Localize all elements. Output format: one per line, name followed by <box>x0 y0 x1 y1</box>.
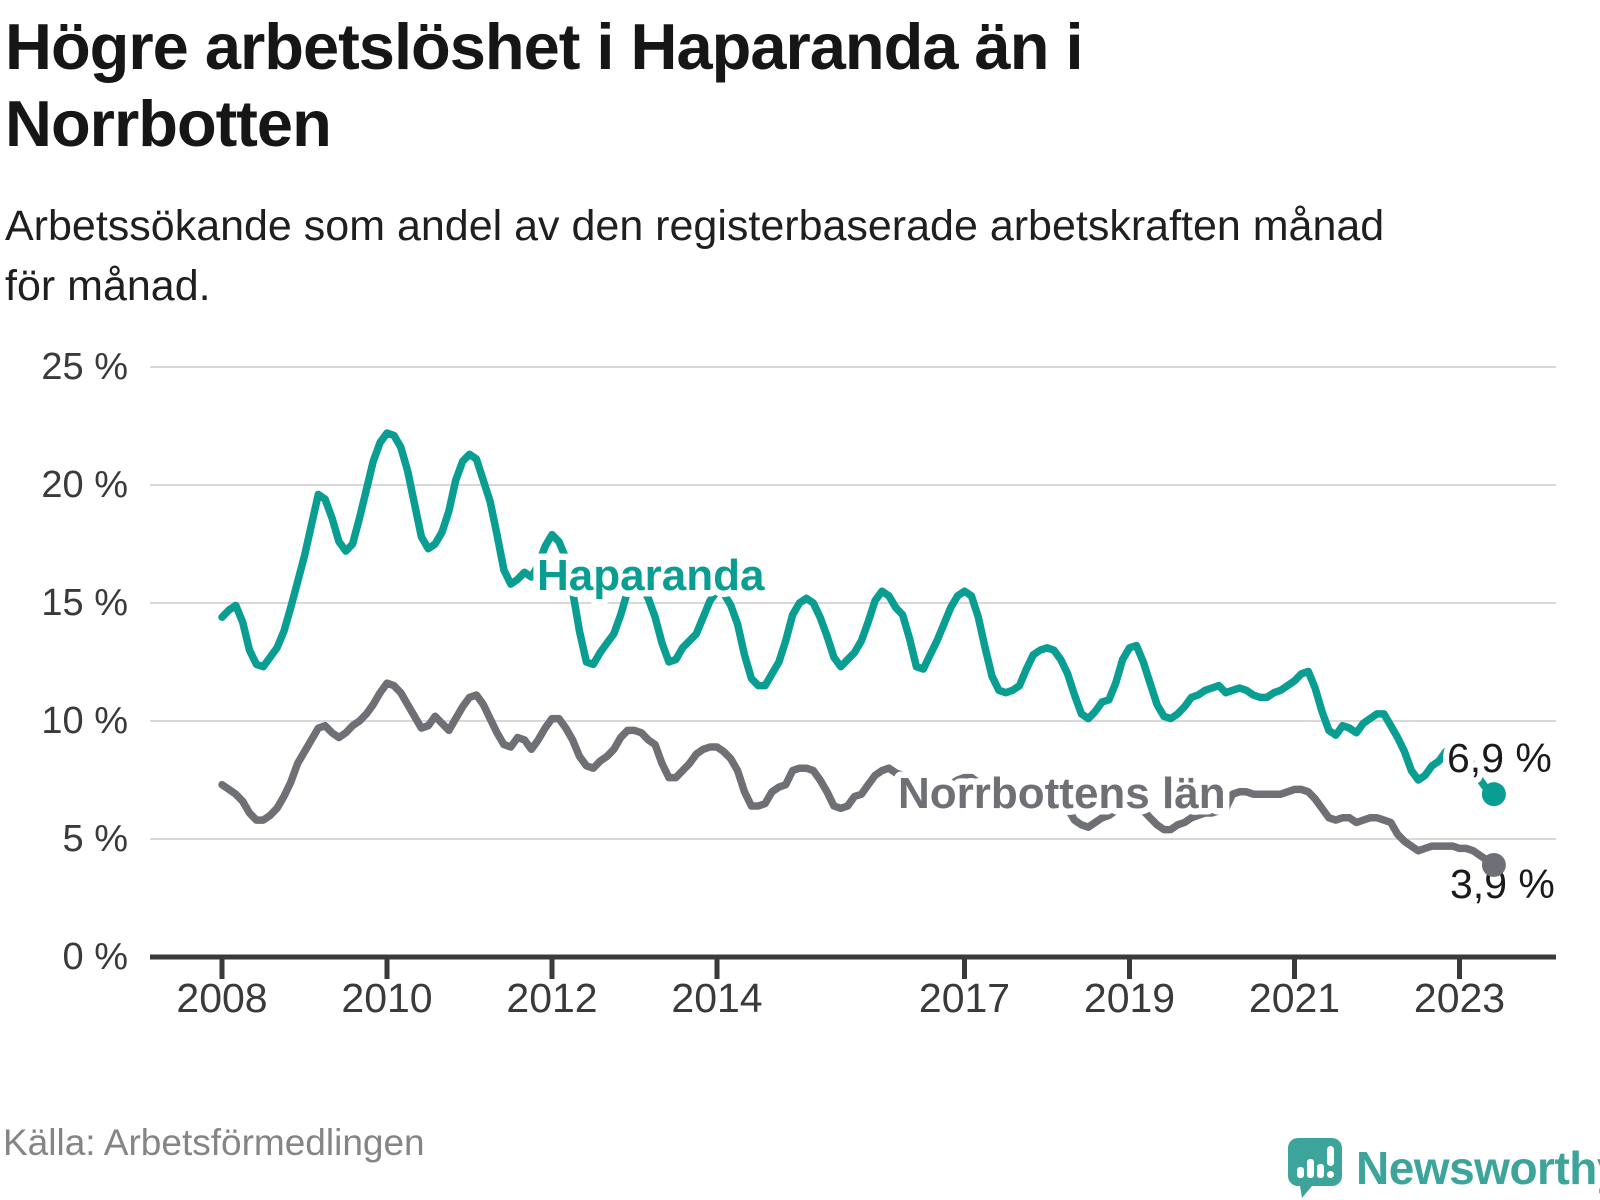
haparanda-line <box>218 429 1498 798</box>
x-tick-label: 2017 <box>919 975 1010 1021</box>
x-tick-label: 2012 <box>506 975 597 1021</box>
speech-bubble-shape <box>1288 1138 1342 1198</box>
bar-small <box>1297 1167 1304 1178</box>
bar-medium <box>1317 1164 1324 1178</box>
norrbotten-line <box>218 679 1498 869</box>
end-dot <box>1481 852 1506 877</box>
x-tick-label: 2021 <box>1249 975 1340 1021</box>
newsworthy-logo: Newsworthy <box>1288 1138 1600 1198</box>
y-tick-label: 25 % <box>41 346 128 388</box>
newsworthy-logo-text: Newsworthy <box>1356 1142 1600 1194</box>
y-tick-label: 10 % <box>41 700 128 742</box>
chart-subtitle: Arbetssökande som andel av den registerb… <box>5 196 1565 316</box>
page-title-line2: Norrbotten <box>5 87 332 160</box>
y-tick-label: 5 % <box>63 818 128 860</box>
exclamation-dot <box>1327 1171 1334 1178</box>
y-tick-label: 0 % <box>63 936 128 978</box>
exclamation-bar <box>1327 1146 1334 1166</box>
x-tick-label: 2019 <box>1084 975 1175 1021</box>
end-value-label: 6,9 % <box>1447 735 1552 781</box>
x-tick-label: 2014 <box>671 975 762 1021</box>
x-tick-label: 2023 <box>1414 975 1505 1021</box>
chart-subtitle-line2: för månad. <box>5 262 211 310</box>
y-tick-label: 15 % <box>41 582 128 624</box>
x-tick-label: 2008 <box>176 975 267 1021</box>
series-label: Haparanda <box>537 551 765 600</box>
x-tick-label: 2010 <box>341 975 432 1021</box>
newsworthy-logo-icon <box>1288 1138 1342 1198</box>
y-tick-label: 20 % <box>41 464 128 506</box>
page-title: Högre arbetslöshet i Haparanda än i Norr… <box>5 8 1305 162</box>
source-note: Källa: Arbetsförmedlingen <box>3 1122 425 1163</box>
end-dot <box>1481 782 1506 807</box>
series-label: Norrbottens län <box>898 769 1226 818</box>
page-title-line1: Högre arbetslöshet i Haparanda än i <box>5 10 1084 83</box>
chart-subtitle-line1: Arbetssökande som andel av den registerb… <box>5 202 1385 250</box>
bar-tall <box>1307 1159 1314 1178</box>
